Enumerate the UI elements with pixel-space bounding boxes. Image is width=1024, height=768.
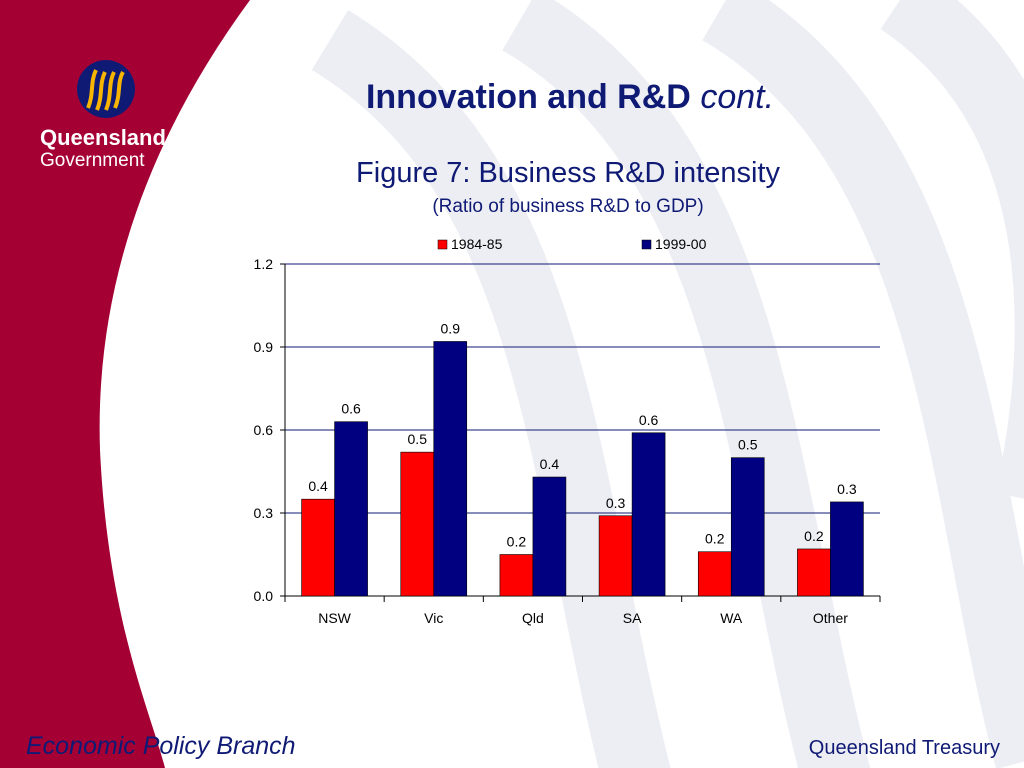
data-label: 0.6 bbox=[639, 412, 659, 428]
data-label: 0.2 bbox=[507, 534, 527, 550]
x-tick-label: SA bbox=[623, 610, 642, 626]
y-tick-label: 0.6 bbox=[254, 422, 274, 438]
queensland-government-logo: Queensland Government bbox=[36, 58, 170, 178]
bar-1999-00 bbox=[730, 457, 765, 597]
bar-1999-00 bbox=[532, 476, 567, 597]
data-label: 0.3 bbox=[837, 481, 857, 497]
x-tick-label: Qld bbox=[522, 610, 544, 626]
bar-1984-85 bbox=[598, 515, 633, 597]
x-tick-label: WA bbox=[720, 610, 743, 626]
x-tick-label: Vic bbox=[424, 610, 443, 626]
bar-1999-00 bbox=[631, 432, 666, 597]
data-label: 0.5 bbox=[408, 431, 428, 447]
data-label: 0.2 bbox=[804, 528, 824, 544]
legend-swatch bbox=[641, 239, 652, 250]
data-label: 0.5 bbox=[738, 437, 758, 453]
bar-1999-00 bbox=[830, 501, 864, 597]
chart-subtitle: (Ratio of business R&D to GDP) bbox=[432, 196, 704, 217]
data-label: 0.6 bbox=[341, 401, 361, 417]
y-tick-label: 0.0 bbox=[254, 588, 274, 604]
data-label: 0.4 bbox=[540, 456, 560, 472]
logo-wordmark-queensland: Queensland bbox=[40, 125, 166, 150]
bar-1984-85 bbox=[400, 451, 435, 597]
logo-wordmark-government: Government bbox=[40, 150, 145, 171]
chart-title: Figure 7: Business R&D intensity bbox=[356, 157, 780, 189]
data-label: 0.2 bbox=[705, 531, 725, 547]
legend-label: 1999-00 bbox=[655, 236, 707, 252]
x-tick-label: NSW bbox=[318, 610, 351, 626]
y-tick-label: 0.3 bbox=[254, 505, 274, 521]
data-label: 0.9 bbox=[441, 320, 461, 336]
bar-1984-85 bbox=[797, 548, 831, 597]
footer-branch: Economic Policy Branch bbox=[26, 732, 296, 760]
legend-label: 1984-85 bbox=[451, 236, 503, 252]
maroon-side-band bbox=[0, 0, 250, 768]
bar-1984-85 bbox=[697, 551, 732, 597]
background-watermark-swirls bbox=[311, 0, 1024, 768]
y-tick-label: 1.2 bbox=[254, 256, 274, 272]
y-tick-label: 0.9 bbox=[254, 339, 274, 355]
data-label: 0.4 bbox=[308, 478, 328, 494]
slide-heading-suffix: cont. bbox=[700, 78, 775, 116]
x-tick-label: Other bbox=[813, 610, 848, 626]
queensland-government-logo-icon bbox=[77, 60, 135, 118]
slide-heading: Innovation and R&D cont. bbox=[300, 78, 840, 117]
bar-1999-00 bbox=[334, 421, 368, 597]
footer-organisation: Queensland Treasury bbox=[808, 737, 1000, 759]
bar-1999-00 bbox=[433, 341, 468, 597]
bar-1984-85 bbox=[301, 498, 335, 597]
slide-heading-text: Innovation and R&D bbox=[365, 78, 691, 116]
data-label: 0.3 bbox=[606, 495, 626, 511]
legend-swatch bbox=[437, 239, 448, 250]
bar-1984-85 bbox=[499, 554, 534, 597]
